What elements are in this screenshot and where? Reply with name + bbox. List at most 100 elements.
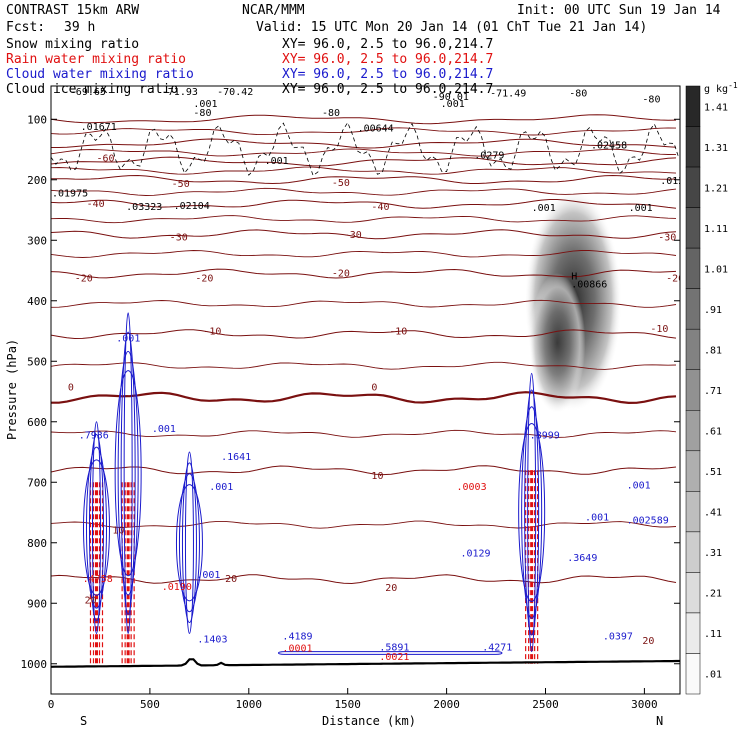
contour-label: .001 xyxy=(441,99,465,110)
contour-label: -30 xyxy=(344,230,362,241)
cloud-water-contour xyxy=(178,473,200,613)
contour-label: .002589 xyxy=(627,515,669,526)
x-tick-label: 2500 xyxy=(532,698,559,711)
cloud-water-contour xyxy=(82,459,110,596)
contour-label: .0001 xyxy=(282,644,312,655)
colorbar-level-label: .31 xyxy=(704,548,722,559)
colorbar-swatch xyxy=(685,491,701,533)
contour-label: -60 xyxy=(96,154,114,165)
contour-label: -71.93 xyxy=(162,87,198,98)
contour-label: .0129 xyxy=(460,549,490,560)
temp-contour--30 xyxy=(51,229,677,240)
colorbar-swatch xyxy=(685,126,701,168)
colorbar-swatch xyxy=(685,207,701,249)
colorbar-swatch xyxy=(685,450,701,492)
temp-contour-intermediate xyxy=(51,429,677,438)
x-tick-label: 3000 xyxy=(631,698,658,711)
field-xy-cloud-water: XY= 96.0, 2.5 to 96.0,214.7 xyxy=(282,67,493,82)
x-tick-label: 1000 xyxy=(236,698,263,711)
temp-contour-intermediate xyxy=(51,148,677,157)
cloud-water-contour xyxy=(91,421,101,635)
terrain-line xyxy=(51,658,680,668)
cloud-water-contour xyxy=(518,422,546,603)
contour-label: -30 xyxy=(170,232,188,243)
temp-contour-intermediate xyxy=(51,187,677,196)
contour-label: -40 xyxy=(87,199,105,210)
contour-label: -10 xyxy=(203,327,221,338)
cloud-water-contour xyxy=(117,350,139,596)
contour-label: 20 xyxy=(225,574,237,585)
temp-contour--80 xyxy=(51,114,677,125)
x-tick-label: 2000 xyxy=(433,698,460,711)
temp-contour-intermediate xyxy=(51,215,677,224)
org-label: NCAR/MMM xyxy=(242,3,305,18)
y-tick-label: 900 xyxy=(27,597,47,610)
cloud-water-contour xyxy=(120,331,136,615)
colorbar-level-label: .11 xyxy=(704,629,722,640)
colorbar-level-label: 1.11 xyxy=(704,224,728,235)
field-xy-rain: XY= 96.0, 2.5 to 96.0,214.7 xyxy=(282,52,493,67)
contour-label: .001 xyxy=(116,333,140,344)
contour-label: .00644 xyxy=(358,123,394,134)
temp-contour-intermediate xyxy=(51,299,677,308)
cloud-water-contours xyxy=(82,312,546,655)
contour-label: .4758 xyxy=(83,574,113,585)
y-tick-label: 500 xyxy=(27,355,47,368)
contour-label: .01671 xyxy=(81,122,117,133)
contour-label: -90.01 xyxy=(433,92,469,103)
contour-label: 20 xyxy=(85,595,97,606)
temperature-contours xyxy=(51,114,677,585)
contour-label: .0397 xyxy=(603,632,633,643)
contour-label: .001 xyxy=(152,424,176,435)
contour-label: -70.42 xyxy=(217,87,253,98)
fcst-value: 39 h xyxy=(64,20,95,35)
contour-label: -20 xyxy=(332,269,350,280)
colorbar-swatch xyxy=(685,653,701,695)
contour-label: -71.49 xyxy=(490,88,526,99)
contour-label: .3649 xyxy=(567,553,597,564)
y-tick-label: 400 xyxy=(27,295,47,308)
colorbar-swatch xyxy=(685,247,701,289)
temp-contour--20 xyxy=(51,268,677,279)
contour-label: .8999 xyxy=(530,431,560,442)
contour-label: 10 xyxy=(112,526,124,537)
axes: 0 500 1000 1500 2000 2500 30001002003004005006… xyxy=(21,113,680,711)
contour-label: -80 xyxy=(569,88,587,99)
contour-label: -80 xyxy=(322,108,340,119)
temp-contour-20 xyxy=(51,574,677,585)
cloud-water-contour xyxy=(181,462,197,624)
cloud-water-contour xyxy=(184,451,194,635)
field-name-cloud-water: Cloud water mixing ratio xyxy=(6,67,194,82)
contour-label: .0279 xyxy=(474,151,504,162)
y-tick-label: 700 xyxy=(27,476,47,489)
cloud-water-contour xyxy=(521,406,543,619)
colorbar-level-label: .51 xyxy=(704,467,722,478)
colorbar-swatch xyxy=(685,410,701,452)
colorbar-swatch xyxy=(685,166,701,208)
temp-contour-intermediate xyxy=(51,250,677,258)
contour-label: 20 xyxy=(385,583,397,594)
colorbar-level-label: .81 xyxy=(704,345,722,356)
cloud-ice-contour xyxy=(51,121,680,177)
y-tick-label: 1000 xyxy=(21,658,48,671)
contour-label: .001 xyxy=(627,480,651,491)
contour-label: -69.65 xyxy=(70,87,106,98)
temp-contour--50 xyxy=(51,174,677,185)
contour-label: .001 xyxy=(629,203,653,214)
x-end-label-south: S xyxy=(80,714,87,728)
colorbar-level-label: .71 xyxy=(704,386,722,397)
colorbar-level-label: 1.41 xyxy=(704,102,728,113)
contour-label: .4189 xyxy=(282,632,312,643)
colorbar-swatch xyxy=(685,572,701,614)
contour-label: .1403 xyxy=(197,635,227,646)
cloud-ice-contours xyxy=(51,121,680,177)
contour-label: -20 xyxy=(195,273,213,284)
contour-label: -20 xyxy=(666,273,684,284)
x-tick-label: 1500 xyxy=(334,698,361,711)
contour-label: .001 xyxy=(265,156,289,167)
cloud-water-contour xyxy=(88,433,104,622)
init-time: Init: 00 UTC Sun 19 Jan 14 xyxy=(517,3,721,18)
plot-frame xyxy=(50,85,681,695)
field-name-rain: Rain water mixing ratio xyxy=(6,52,186,67)
